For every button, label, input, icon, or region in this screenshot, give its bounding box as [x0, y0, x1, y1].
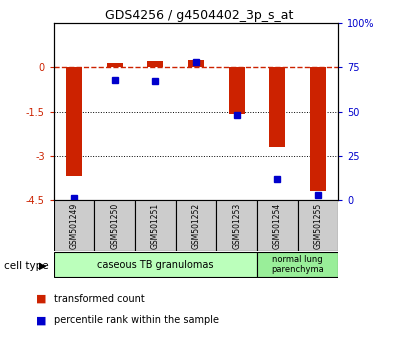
- Bar: [66, 67, 82, 176]
- FancyBboxPatch shape: [54, 200, 94, 251]
- Bar: [188, 60, 204, 67]
- Bar: [107, 63, 123, 67]
- Bar: [228, 67, 245, 114]
- Text: GSM501252: GSM501252: [191, 202, 201, 249]
- Bar: [269, 67, 285, 147]
- Text: GSM501251: GSM501251: [151, 202, 160, 249]
- Text: caseous TB granulomas: caseous TB granulomas: [97, 259, 214, 270]
- Bar: [310, 67, 326, 191]
- FancyBboxPatch shape: [217, 200, 257, 251]
- Text: GDS4256 / g4504402_3p_s_at: GDS4256 / g4504402_3p_s_at: [105, 9, 293, 22]
- Text: transformed count: transformed count: [54, 294, 144, 304]
- FancyBboxPatch shape: [54, 252, 257, 278]
- FancyBboxPatch shape: [257, 252, 338, 278]
- Text: ▶: ▶: [39, 261, 47, 271]
- Text: cell type: cell type: [4, 261, 49, 271]
- Text: GSM501250: GSM501250: [110, 202, 119, 249]
- Text: ■: ■: [36, 294, 46, 304]
- Text: GSM501254: GSM501254: [273, 202, 282, 249]
- Text: GSM501253: GSM501253: [232, 202, 241, 249]
- Text: GSM501249: GSM501249: [70, 202, 78, 249]
- FancyBboxPatch shape: [257, 200, 298, 251]
- FancyBboxPatch shape: [94, 200, 135, 251]
- Text: ■: ■: [36, 315, 46, 325]
- FancyBboxPatch shape: [135, 200, 176, 251]
- Text: normal lung
parenchyma: normal lung parenchyma: [271, 255, 324, 274]
- Text: percentile rank within the sample: percentile rank within the sample: [54, 315, 219, 325]
- Text: GSM501255: GSM501255: [314, 202, 322, 249]
- FancyBboxPatch shape: [298, 200, 338, 251]
- FancyBboxPatch shape: [176, 200, 217, 251]
- Bar: [147, 61, 164, 67]
